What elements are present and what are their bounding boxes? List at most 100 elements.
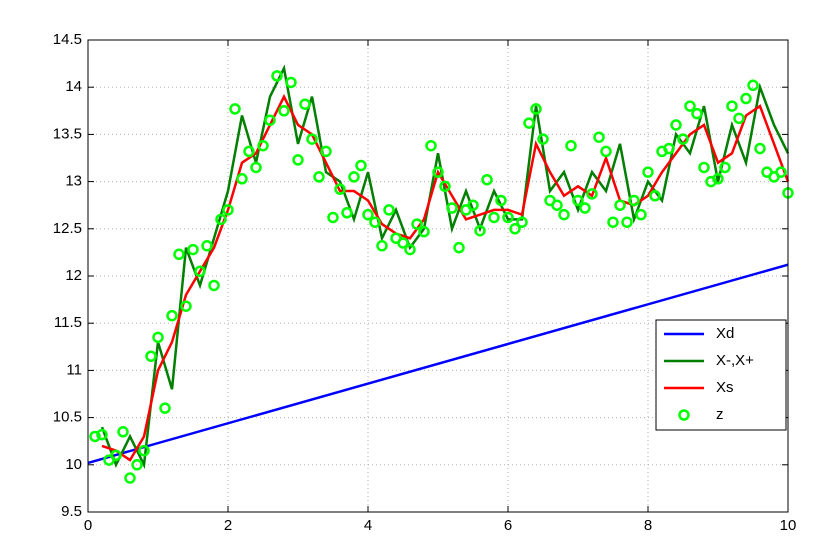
data-point — [271, 70, 283, 82]
data-point — [530, 103, 542, 115]
data-point — [754, 142, 766, 155]
data-point — [229, 103, 241, 115]
data-point — [397, 237, 409, 249]
data-point — [110, 449, 122, 462]
data-point — [481, 173, 493, 186]
data-point — [292, 154, 304, 166]
data-point — [432, 166, 444, 178]
legend-label: Xs — [716, 379, 734, 396]
data-point — [152, 331, 164, 344]
data-point — [96, 428, 108, 441]
data-point — [320, 145, 332, 158]
y-tick-label: 14.5 — [53, 31, 82, 48]
legend-label: Xd — [716, 325, 734, 342]
data-point — [117, 426, 129, 438]
data-point — [740, 92, 752, 105]
data-point — [502, 211, 514, 224]
y-tick-label: 13 — [65, 173, 82, 190]
data-point — [376, 240, 388, 252]
y-tick-label: 11.5 — [54, 314, 82, 331]
data-point — [747, 79, 759, 92]
y-tick-label: 11 — [66, 361, 82, 378]
data-point — [404, 243, 416, 256]
data-point — [138, 444, 150, 457]
legend-box — [655, 319, 787, 431]
data-point — [614, 199, 626, 211]
data-point — [131, 459, 143, 471]
data-point — [607, 216, 619, 228]
data-point — [313, 171, 325, 183]
x-tick-label: 6 — [504, 517, 512, 534]
data-point — [635, 208, 647, 221]
data-point — [600, 145, 612, 158]
data-point — [439, 180, 451, 193]
y-tick-label: 12 — [65, 267, 82, 284]
data-point — [187, 243, 199, 256]
data-point — [642, 166, 654, 178]
y-tick-label: 10 — [65, 456, 82, 473]
series-line — [101, 93, 790, 462]
data-point — [355, 159, 367, 172]
data-point — [670, 119, 682, 131]
y-tick-label: 13.5 — [53, 125, 82, 142]
data-point — [341, 207, 353, 219]
data-point — [208, 279, 220, 292]
legend-marker — [678, 409, 690, 421]
data-point — [446, 202, 458, 214]
data-point — [89, 430, 101, 443]
data-point — [516, 216, 528, 228]
data-point — [306, 133, 318, 145]
data-point — [369, 216, 381, 228]
data-point — [572, 194, 584, 207]
data-point — [411, 218, 423, 230]
data-point — [222, 204, 234, 216]
data-point — [173, 248, 185, 261]
data-point — [264, 114, 276, 126]
data-point — [201, 240, 213, 252]
data-point — [712, 173, 724, 185]
y-tick-label: 14 — [65, 78, 82, 95]
data-point — [593, 131, 605, 143]
x-tick-label: 8 — [644, 517, 652, 534]
data-point — [383, 204, 395, 216]
data-point — [726, 100, 738, 112]
data-point — [453, 241, 465, 254]
data-point — [698, 161, 710, 174]
data-point — [348, 171, 360, 183]
data-point — [166, 309, 178, 322]
y-tick-label: 9.5 — [61, 503, 82, 520]
y-tick-label: 12.5 — [53, 220, 82, 237]
data-point — [236, 173, 248, 185]
data-point — [327, 211, 339, 224]
series-line — [87, 263, 789, 465]
data-point — [299, 98, 311, 110]
x-tick-label: 2 — [224, 517, 232, 534]
data-point — [537, 133, 549, 145]
data-point — [124, 472, 136, 484]
data-point — [488, 211, 500, 224]
data-point — [474, 224, 486, 237]
data-point — [621, 216, 633, 228]
data-point — [362, 208, 374, 221]
data-point — [558, 208, 570, 221]
axes-box — [87, 39, 789, 513]
data-point — [523, 117, 535, 129]
data-point — [677, 133, 689, 145]
data-point — [425, 139, 437, 152]
x-tick-label: 0 — [84, 517, 92, 534]
data-point — [579, 202, 591, 214]
data-point — [334, 183, 346, 195]
data-point — [684, 100, 696, 112]
data-point — [775, 166, 787, 178]
data-point — [586, 188, 598, 200]
data-point — [719, 161, 731, 174]
data-point — [278, 105, 290, 117]
data-point — [145, 350, 157, 362]
legend-label: z — [716, 406, 724, 423]
data-point — [565, 139, 577, 152]
data-point — [250, 161, 262, 174]
data-point — [691, 107, 703, 120]
data-point — [215, 213, 227, 226]
